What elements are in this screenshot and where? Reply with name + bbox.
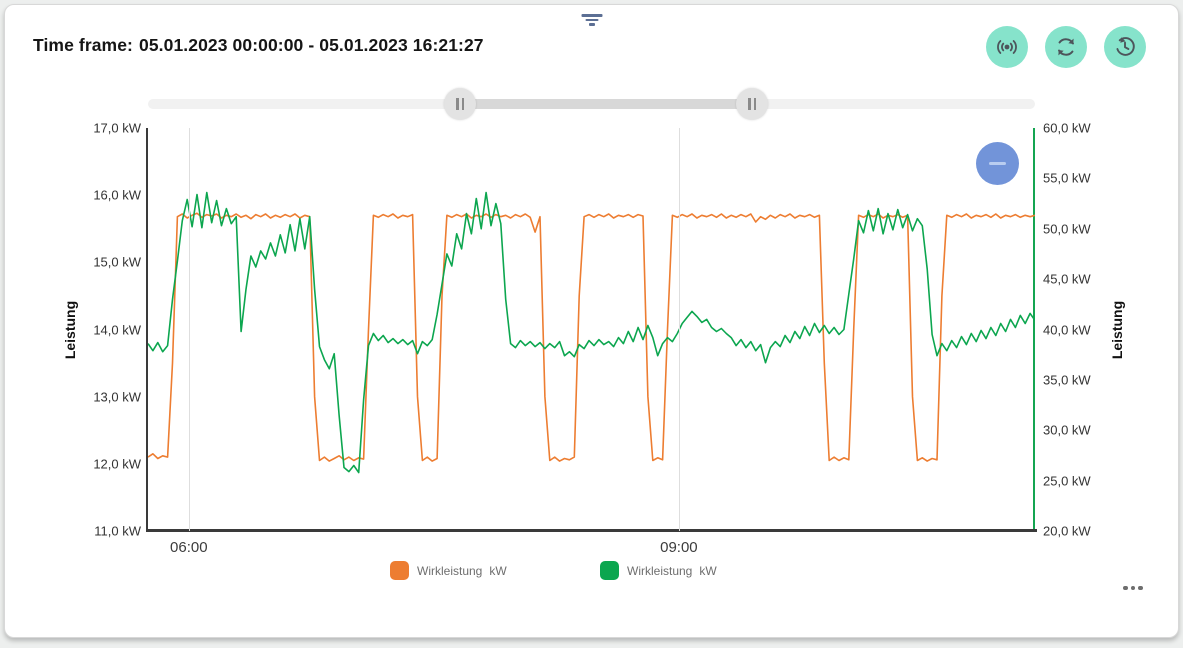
handle-grip-bar: [461, 98, 465, 110]
y-right-tick-label: 55,0 kW: [1043, 170, 1091, 186]
x-tick-label: 09:00: [660, 539, 698, 556]
handle-grip-bar: [456, 98, 459, 110]
handle-grip-bar: [753, 98, 757, 110]
history-button[interactable]: [1104, 26, 1146, 68]
x-gridline: [188, 128, 190, 531]
filter-icon[interactable]: [581, 14, 603, 27]
y-left-tick-label: 12,0 kW: [93, 456, 141, 472]
y-right-tick-label: 45,0 kW: [1043, 271, 1091, 287]
live-signal-icon: [997, 40, 1017, 54]
y-left-tick-label: 14,0 kW: [93, 322, 141, 337]
legend-unit: kW: [489, 563, 507, 578]
series-line-orange: [148, 212, 1035, 462]
slider-handle-end[interactable]: [736, 88, 769, 120]
slider-selected-range[interactable]: [460, 99, 753, 109]
history-clock-icon: [1116, 37, 1135, 56]
y-right-tick-label: 50,0 kW: [1043, 221, 1091, 237]
legend-label: Wirkleistung: [627, 563, 693, 578]
live-mode-button[interactable]: [986, 26, 1028, 68]
y-axis-left-title: Leistung: [62, 300, 78, 360]
x-tick-label: 06:00: [170, 539, 208, 556]
refresh-icon: [1058, 38, 1074, 56]
y-axis-right-ticks: 60,0 kW 55,0 kW 50,0 kW 45,0 kW 40,0 kW 35,0 …: [1043, 121, 1123, 539]
time-frame-label: Time frame:: [33, 35, 133, 55]
y-axis-left-ticks: 17,0 kW 16,0 kW 15,0 kW 14,0 kW 13,0 kW 12,0 …: [63, 121, 141, 539]
y-axis-left-line: [146, 128, 148, 532]
refresh-button[interactable]: [1045, 26, 1087, 68]
zoom-out-button[interactable]: [976, 142, 1019, 185]
y-left-tick-label: 15,0 kW: [93, 254, 141, 270]
slider-handle-start[interactable]: [444, 88, 477, 120]
y-left-tick-label: 11,0 kW: [94, 523, 141, 539]
legend-swatch-green: [600, 561, 619, 580]
legend-swatch-orange: [390, 561, 409, 580]
y-left-tick-label: 17,0 kW: [93, 120, 141, 136]
y-right-tick-label: 40,0 kW: [1043, 322, 1091, 337]
time-frame-value: 05.01.2023 00:00:00 - 05.01.2023 16:21:2…: [138, 35, 484, 55]
legend-item-green[interactable]: Wirkleistung kW: [600, 561, 717, 580]
handle-grip-bar: [748, 98, 751, 110]
minus-icon: [989, 162, 1006, 165]
legend-label: Wirkleistung: [417, 563, 483, 578]
plot-area: [148, 128, 1035, 531]
x-gridline: [678, 128, 680, 531]
y-left-tick-label: 13,0 kW: [93, 389, 141, 405]
y-right-tick-label: 60,0 kW: [1043, 120, 1091, 136]
y-axis-right-line: [1033, 128, 1035, 532]
legend-item-orange[interactable]: Wirkleistung kW: [390, 561, 507, 580]
y-right-tick-label: 35,0 kW: [1043, 372, 1091, 388]
filter-bar: [585, 18, 599, 22]
y-right-tick-label: 30,0 kW: [1043, 422, 1091, 438]
ellipsis-icon: [1123, 585, 1128, 591]
y-right-tick-label: 20,0 kW: [1043, 523, 1091, 539]
series-line-green: [148, 191, 1035, 474]
legend-unit: kW: [699, 563, 717, 578]
x-axis-line: [146, 529, 1037, 532]
y-axis-right-title: Leistung: [1109, 300, 1125, 360]
more-options-button[interactable]: [1119, 581, 1147, 595]
filter-bar: [581, 14, 603, 17]
time-frame-header: Time frame: 05.01.2023 00:00:00 - 05.01.2…: [33, 35, 484, 56]
chart-legend: Wirkleistung kW Wirkleistung kW: [148, 561, 1035, 583]
chart-card: Time frame: 05.01.2023 00:00:00 - 05.01.2…: [4, 4, 1179, 638]
filter-bar: [589, 23, 595, 26]
series-canvas: [148, 191, 1035, 474]
y-left-tick-label: 16,0 kW: [93, 187, 141, 203]
x-axis-ticks: 06:00 09:00: [148, 539, 1035, 559]
y-right-tick-label: 25,0 kW: [1043, 473, 1091, 489]
time-range-slider: [148, 88, 1035, 120]
